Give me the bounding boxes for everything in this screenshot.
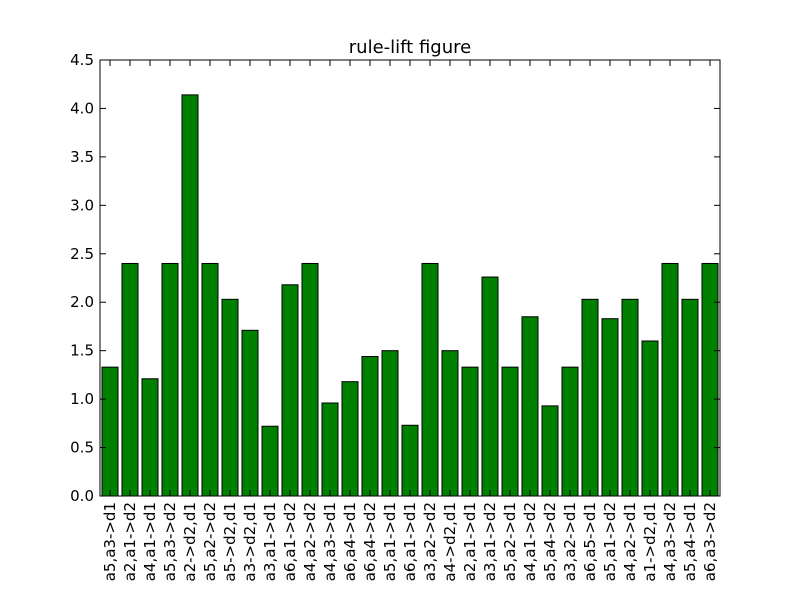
x-tick-label: a1->d2,d1 — [641, 502, 659, 582]
bar-22 — [541, 405, 559, 497]
y-tick-label: 3.0 — [70, 196, 94, 214]
x-tick-label: a6,a1->d1 — [401, 502, 419, 581]
x-tick-label: a2->d2,d1 — [181, 502, 199, 582]
y-axis: 0.0 0.5 1.0 1.5 2.0 2.5 3.0 3.5 4.0 4.5 — [70, 51, 720, 505]
y-tick-label: 2.5 — [70, 245, 94, 263]
x-tick-label: a6,a5->d1 — [581, 502, 599, 581]
bar-11 — [321, 402, 339, 497]
bar-18 — [461, 366, 479, 497]
y-tick-label: 0.5 — [70, 439, 94, 457]
x-tick-label: a4,a1->d2 — [521, 502, 539, 581]
y-tick-label: 1.5 — [70, 342, 94, 360]
bar-1 — [121, 262, 139, 497]
x-tick-label: a5->d2,d1 — [221, 502, 239, 582]
x-tick-label: a4,a3->d2 — [661, 502, 679, 581]
bar-30 — [701, 262, 719, 497]
bar-27 — [641, 340, 659, 497]
bar-28 — [661, 262, 679, 497]
y-tick-label: 3.5 — [70, 148, 94, 166]
bars-group — [101, 94, 719, 497]
chart-title: rule-lift figure — [349, 37, 471, 58]
bar-13 — [361, 355, 379, 497]
y-tick-label: 0.0 — [70, 487, 94, 505]
x-tick-label: a3,a1->d1 — [261, 502, 279, 581]
bar-21 — [521, 316, 539, 497]
x-tick-label: a4,a1->d1 — [141, 502, 159, 581]
bar-4 — [181, 94, 199, 497]
bar-15 — [401, 424, 419, 497]
bar-29 — [681, 298, 699, 497]
bar-5 — [201, 262, 219, 497]
x-tick-label: a6,a1->d2 — [281, 502, 299, 581]
bar-2 — [141, 378, 159, 497]
bar-10 — [301, 262, 319, 497]
y-tick-label: 4.5 — [70, 51, 94, 69]
x-tick-label: a6,a4->d2 — [361, 502, 379, 581]
x-tick-label: a3->d2,d1 — [241, 502, 259, 582]
bar-12 — [341, 381, 359, 497]
x-tick-label: a4->d2,d1 — [441, 502, 459, 582]
bar-17 — [441, 350, 459, 497]
y-tick-label: 4.0 — [70, 99, 94, 117]
x-tick-label: a5,a2->d1 — [501, 502, 519, 581]
x-tick-label: a2,a1->d1 — [461, 502, 479, 581]
x-tick-label: a6,a3->d2 — [701, 502, 719, 581]
x-tick-label: a5,a3->d1 — [101, 502, 119, 581]
bar-8 — [261, 425, 279, 497]
x-tick-label: a2,a1->d2 — [121, 502, 139, 581]
bar-20 — [501, 366, 519, 497]
x-tick-label: a3,a1->d2 — [481, 502, 499, 581]
x-tick-label: a3,a2->d1 — [561, 502, 579, 581]
bar-26 — [621, 298, 639, 497]
bar-0 — [101, 366, 119, 497]
x-tick-label: a3,a2->d2 — [421, 502, 439, 581]
bar-3 — [161, 262, 179, 497]
x-tick-label: a5,a3->d2 — [161, 502, 179, 581]
x-tick-label: a6,a4->d1 — [341, 502, 359, 581]
bar-9 — [281, 284, 299, 497]
bar-16 — [421, 262, 439, 497]
bar-14 — [381, 350, 399, 497]
y-tick-label: 2.0 — [70, 293, 94, 311]
plot-frame — [99, 59, 721, 497]
x-tick-label: a5,a4->d2 — [541, 502, 559, 581]
x-tick-label: a4,a2->d2 — [301, 502, 319, 581]
x-tick-label: a5,a4->d1 — [681, 502, 699, 581]
bar-24 — [581, 298, 599, 497]
bar-7 — [241, 329, 259, 497]
x-tick-label: a4,a3->d1 — [321, 502, 339, 581]
bar-25 — [601, 318, 619, 497]
x-axis: a5,a3->d1 a2,a1->d2 a4,a1->d1 a5,a3->d2 a2->… — [101, 60, 719, 582]
bar-19 — [481, 276, 499, 497]
x-tick-label: a4,a2->d1 — [621, 502, 639, 581]
x-tick-label: a5,a2->d2 — [201, 502, 219, 581]
bar-23 — [561, 366, 579, 497]
x-tick-label: a5,a1->d1 — [381, 502, 399, 581]
bar-6 — [221, 298, 239, 497]
y-tick-label: 1.0 — [70, 390, 94, 408]
x-tick-label: a5,a1->d2 — [601, 502, 619, 581]
